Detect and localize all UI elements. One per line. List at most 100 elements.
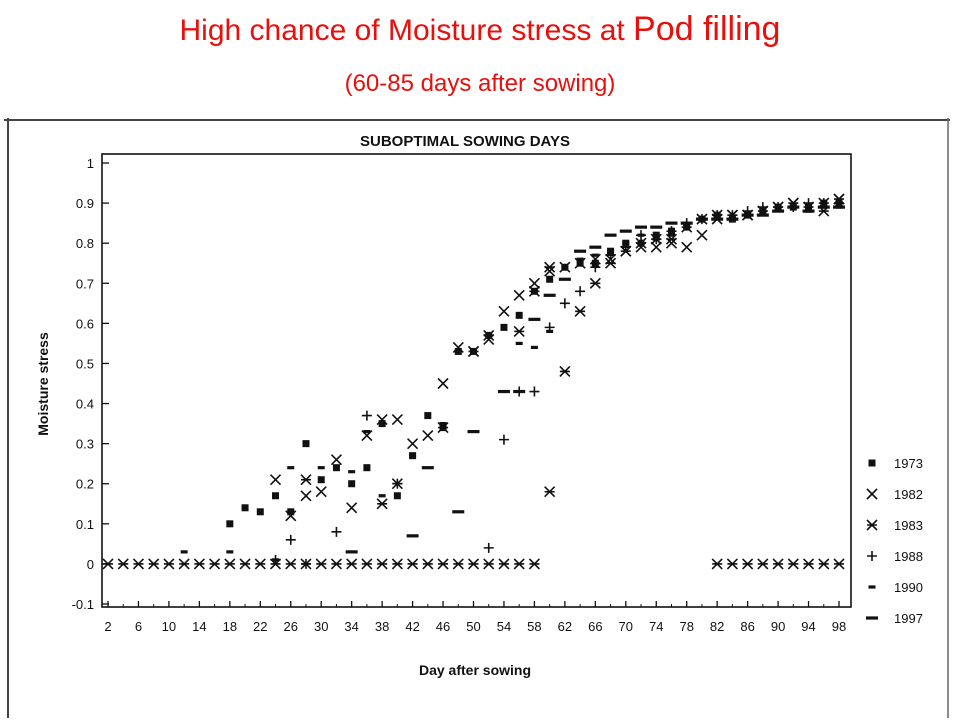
point-1990 [622, 241, 630, 245]
x-tick-label: 70 [619, 619, 633, 634]
y-axis-label: Moisture stress [35, 332, 51, 436]
point-1982 [498, 305, 510, 317]
point-1982 [528, 277, 540, 289]
legend: 1973 1982 1983 1988 1990 1997 [866, 456, 923, 626]
point-1973 [363, 464, 371, 472]
point-1990 [272, 558, 280, 562]
x-tick-label: 86 [740, 619, 754, 634]
point-1983 [407, 558, 419, 570]
y-tick-label: 0 [87, 557, 94, 572]
y-tick-label: 0.5 [76, 356, 94, 371]
point-1982 [681, 241, 693, 253]
point-1997 [574, 249, 587, 253]
legend-marker-1983 [866, 519, 878, 531]
x-tick-label: 66 [588, 619, 602, 634]
y-tick-label: 0.8 [76, 236, 94, 251]
slide-title-part1: High chance of Moisture stress at [179, 14, 634, 47]
point-1997 [619, 229, 632, 233]
point-1990 [226, 550, 234, 554]
point-1983 [437, 558, 449, 570]
point-1988 [361, 410, 372, 421]
x-tick-label: 34 [344, 619, 358, 634]
point-1983 [467, 345, 480, 357]
point-1973 [378, 420, 386, 428]
point-1982 [391, 414, 403, 426]
point-1983 [300, 474, 312, 486]
point-1973 [348, 480, 356, 488]
point-1997 [695, 217, 708, 221]
point-1997 [833, 205, 845, 209]
point-1988 [803, 198, 814, 209]
point-1988 [559, 298, 570, 309]
point-1983 [802, 558, 815, 570]
point-1982 [513, 289, 525, 301]
point-1997 [543, 293, 556, 297]
legend-marker-1973 [868, 459, 876, 467]
point-1983 [513, 325, 525, 337]
point-1990 [180, 550, 188, 554]
y-tick-label: 0.7 [76, 276, 94, 291]
scatter-chart: SUBOPTIMAL SOWING DAYS -0.1 0 0.1 0.2 0.3 0.4… [4, 118, 950, 718]
point-1990 [591, 253, 599, 257]
point-1983 [193, 558, 205, 570]
point-1997 [345, 550, 358, 554]
point-1982 [650, 241, 662, 253]
point-1988 [300, 558, 311, 569]
y-tick-label: 1 [87, 156, 94, 171]
legend-label: 1990 [894, 580, 923, 595]
point-1997 [497, 389, 510, 394]
point-1982 [269, 474, 282, 486]
point-1983 [315, 558, 327, 570]
point-1983 [376, 558, 388, 570]
y-tick-label: 0.6 [76, 316, 94, 331]
point-1983 [772, 558, 784, 570]
point-1983 [544, 486, 556, 498]
point-1983 [483, 558, 495, 570]
point-1983 [483, 329, 495, 341]
point-1990 [348, 470, 356, 474]
x-tick-label: 38 [375, 619, 389, 634]
x-tick-label: 50 [466, 619, 480, 634]
point-1990 [363, 430, 371, 434]
x-tick-label: 2 [104, 619, 111, 634]
point-1990 [378, 494, 386, 498]
point-1982 [407, 438, 419, 450]
scanned-border [4, 118, 950, 718]
x-tick-label: 46 [436, 619, 450, 634]
point-1990 [759, 209, 767, 213]
point-1982 [315, 486, 327, 498]
point-1997 [772, 209, 785, 213]
point-1988 [331, 526, 342, 537]
point-1983 [148, 558, 160, 570]
point-1973 [287, 508, 295, 516]
point-1990 [561, 265, 569, 269]
x-tick-label: 58 [527, 619, 541, 634]
point-1983 [209, 558, 221, 570]
y-axis: -0.1 0 0.1 0.2 0.3 0.4 0.5 0.6 0.7 0.8 0.9 1 [72, 156, 109, 612]
point-1973 [332, 464, 340, 472]
slide-title: High chance of Moisture stress at Pod fi… [0, 10, 960, 49]
point-1973 [256, 508, 264, 516]
y-tick-label: 0.4 [76, 397, 94, 412]
point-1973 [241, 504, 249, 512]
point-1997 [528, 317, 541, 321]
point-1983 [391, 558, 403, 570]
point-1973 [546, 275, 554, 283]
point-1983 [117, 558, 129, 570]
point-1990 [683, 225, 691, 229]
point-1983 [635, 237, 647, 249]
legend-label: 1988 [894, 549, 923, 564]
point-1983 [285, 558, 297, 570]
x-tick-label: 90 [771, 619, 785, 634]
x-tick-label: 22 [253, 619, 267, 634]
point-1983 [239, 558, 251, 570]
point-1997 [467, 430, 480, 434]
point-1990 [713, 213, 721, 217]
x-tick-label: 30 [314, 619, 328, 634]
point-1983 [742, 558, 754, 570]
point-1983 [376, 498, 388, 510]
point-1983 [589, 277, 601, 289]
point-1982 [696, 229, 708, 241]
point-1997 [650, 225, 663, 229]
point-1983 [330, 558, 343, 570]
